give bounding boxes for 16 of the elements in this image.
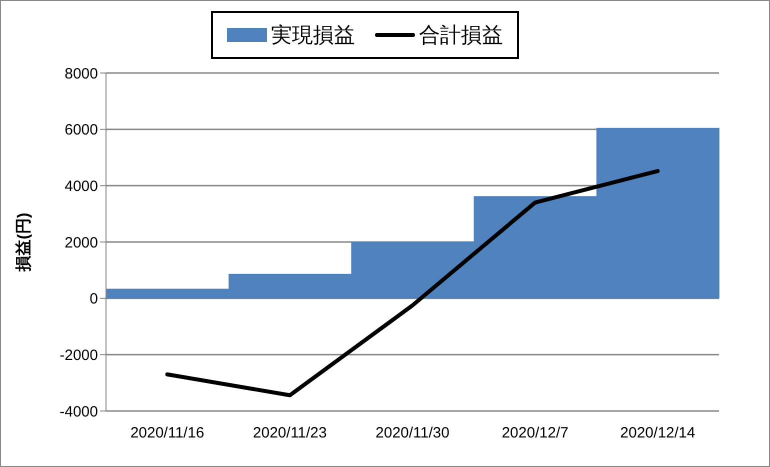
y-tick-label: 4000 <box>64 178 98 195</box>
x-tick-label: 2020/12/7 <box>502 424 568 442</box>
y-tick-label: -2000 <box>60 346 98 364</box>
legend-label: 実現損益 <box>271 23 355 49</box>
y-tick-label: 6000 <box>64 122 98 139</box>
y-axis-title: 損益(円) <box>14 212 33 272</box>
y-tick-label: 2000 <box>64 234 98 252</box>
line-series <box>165 169 660 398</box>
y-tick-label: 8000 <box>64 65 98 82</box>
x-tick-label: 2020/11/16 <box>130 424 204 442</box>
legend-label: 合計損益 <box>419 23 503 49</box>
x-tick-label: 2020/11/30 <box>376 424 450 442</box>
x-tick-label: 2020/12/14 <box>620 424 696 442</box>
y-tick-label: 0 <box>90 290 98 308</box>
x-tick-label: 2020/11/23 <box>252 424 327 442</box>
y-tick-label: -4000 <box>60 403 98 420</box>
